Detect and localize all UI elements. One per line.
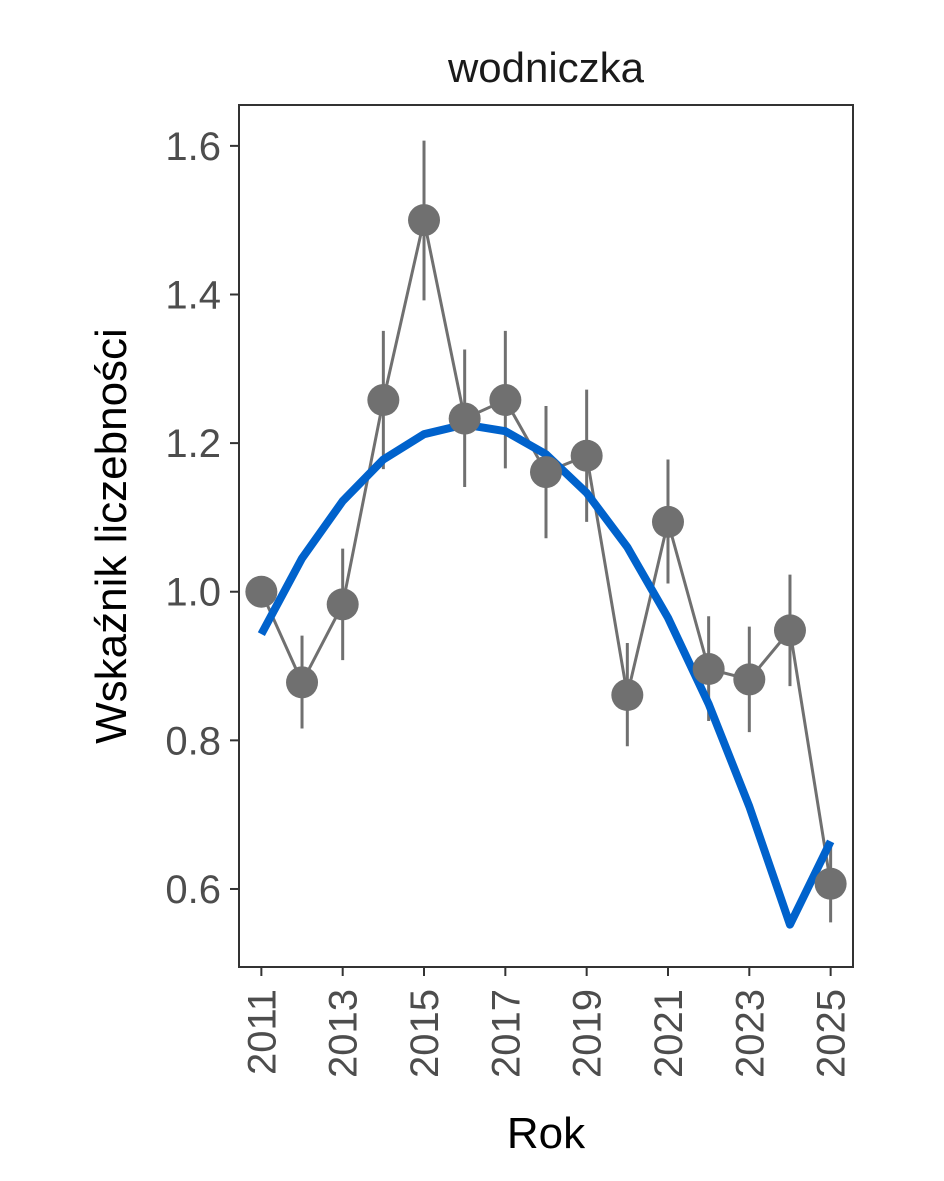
y-tick-label: 1.6 xyxy=(165,125,221,169)
data-point xyxy=(733,663,766,696)
data-point xyxy=(245,575,278,608)
chart-title: wodniczka xyxy=(447,44,645,91)
data-point xyxy=(489,384,522,417)
y-tick-label: 1.2 xyxy=(165,422,221,466)
x-tick-label: 2011 xyxy=(240,989,284,1075)
data-point xyxy=(408,204,441,237)
x-axis-title: Rok xyxy=(507,1109,586,1158)
plot-panel-border xyxy=(238,104,854,968)
x-tick-label: 2019 xyxy=(566,989,610,1078)
data-point xyxy=(530,456,562,489)
data-point xyxy=(448,402,481,435)
data-point xyxy=(286,666,319,699)
y-tick-label: 1.4 xyxy=(165,273,221,317)
data-point xyxy=(814,867,847,900)
plot-area: 0.6 0.8 1.0 1.2 1.4 1.6 2011 2013 2015 2017 2019 20… xyxy=(165,104,854,1078)
data-point xyxy=(692,653,725,686)
trend-line xyxy=(257,420,835,929)
y-tick-label: 0.8 xyxy=(165,719,221,763)
data-point xyxy=(651,505,684,538)
x-tick-label: 2025 xyxy=(810,989,854,1078)
data-point xyxy=(326,588,359,621)
x-tick-label: 2015 xyxy=(403,989,447,1078)
y-axis-title: Wskaźnik liczebności xyxy=(87,328,136,744)
data-point xyxy=(570,439,603,472)
x-tick-label: 2017 xyxy=(484,989,528,1078)
data-point xyxy=(773,614,806,647)
data-point xyxy=(611,679,644,712)
x-tick-label: 2021 xyxy=(647,989,691,1078)
y-tick-label: 1.0 xyxy=(165,571,221,615)
x-tick-label: 2013 xyxy=(322,989,366,1078)
y-tick-label: 0.6 xyxy=(165,868,221,912)
x-tick-label: 2023 xyxy=(728,989,772,1078)
data-point xyxy=(367,384,400,417)
